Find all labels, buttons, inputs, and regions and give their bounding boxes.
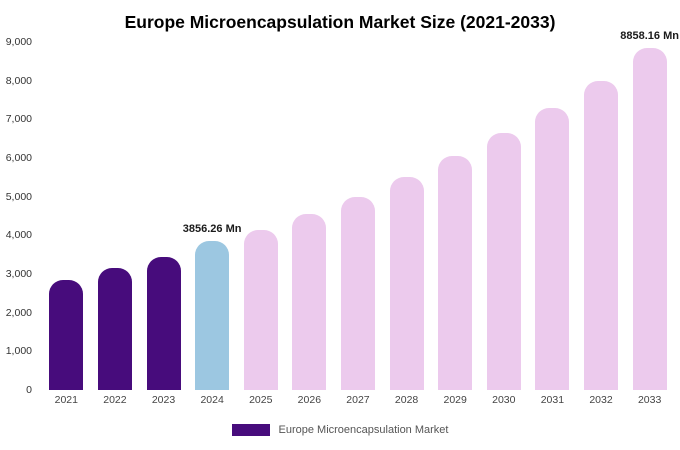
bar-2033 [632, 47, 667, 390]
bar-slot [431, 42, 480, 390]
y-tick-label: 1,000 [5, 345, 32, 358]
y-tick-label: 6,000 [5, 152, 32, 164]
y-axis: 0 1,000 2,000 3,000 4,000 5,000 6,000 7,000 8,00… [0, 36, 40, 396]
x-tick-label: 2026 [297, 394, 322, 406]
bar-slot: 3856.26 Mn [183, 42, 241, 390]
bar-slot [285, 42, 334, 390]
bar-2022 [97, 268, 132, 390]
bar-slot [139, 42, 188, 390]
plot-area: 3856.26 Mn 8858.16 Mn [42, 30, 679, 390]
bar-2029 [438, 156, 473, 390]
bar-2028 [389, 177, 424, 390]
y-tick-label: 7,000 [5, 113, 32, 126]
y-tick-label: 9,000 [5, 36, 32, 48]
bar-value-label: 8858.16 Mn [620, 29, 679, 42]
x-tick-label: 2025 [249, 394, 273, 406]
x-tick-label: 2024 [200, 394, 224, 406]
bar-slot: 8858.16 Mn [620, 30, 679, 390]
y-tick-label: 4,000 [5, 229, 32, 242]
bar-slot [334, 42, 383, 390]
x-tick-label: 2027 [346, 394, 370, 406]
x-tick-label: 2028 [394, 394, 419, 406]
bar-2026 [292, 213, 327, 390]
chart-title: Europe Microencapsulation Market Size (2… [124, 12, 556, 32]
x-axis: 2021 2022 2023 2024 2025 2026 2027 2028 2029 2030… [42, 394, 674, 406]
x-tick-label: 2031 [540, 394, 565, 406]
x-tick-label: 2021 [54, 394, 78, 406]
bar-slot [528, 42, 577, 390]
legend-swatch [231, 424, 270, 436]
y-tick-label: 0 [26, 384, 32, 396]
y-tick-label: 8,000 [5, 74, 32, 87]
bar-2027 [340, 196, 375, 390]
bar-slot [236, 42, 285, 390]
bar-2030 [486, 132, 521, 390]
y-tick-label: 5,000 [5, 190, 32, 203]
x-tick-label: 2022 [103, 394, 127, 406]
bar-value-label: 3856.26 Mn [182, 222, 242, 235]
x-tick-label: 2030 [492, 394, 516, 406]
bar-2032 [584, 81, 618, 390]
bar-slot [42, 42, 91, 390]
x-tick-label: 2032 [589, 394, 613, 406]
legend: Europe Microencapsulation Market [0, 424, 680, 436]
x-tick-label: 2033 [637, 394, 662, 406]
bar-2024 [195, 240, 230, 390]
bar-2021 [49, 279, 84, 390]
bar-2025 [243, 229, 278, 390]
legend-label: Europe Microencapsulation Market [278, 424, 449, 436]
x-tick-label: 2023 [151, 394, 176, 406]
bar-slot [577, 42, 626, 390]
y-tick-label: 3,000 [5, 268, 32, 280]
bar-slot [382, 42, 431, 390]
bar-2023 [146, 256, 181, 390]
bar-slot [479, 42, 528, 390]
bar-slot [91, 42, 140, 390]
y-tick-label: 2,000 [5, 306, 32, 319]
x-tick-label: 2029 [443, 394, 467, 406]
bar-2031 [535, 108, 570, 390]
plot-wrap: 0 1,000 2,000 3,000 4,000 5,000 6,000 7,000 8,00… [0, 30, 680, 407]
